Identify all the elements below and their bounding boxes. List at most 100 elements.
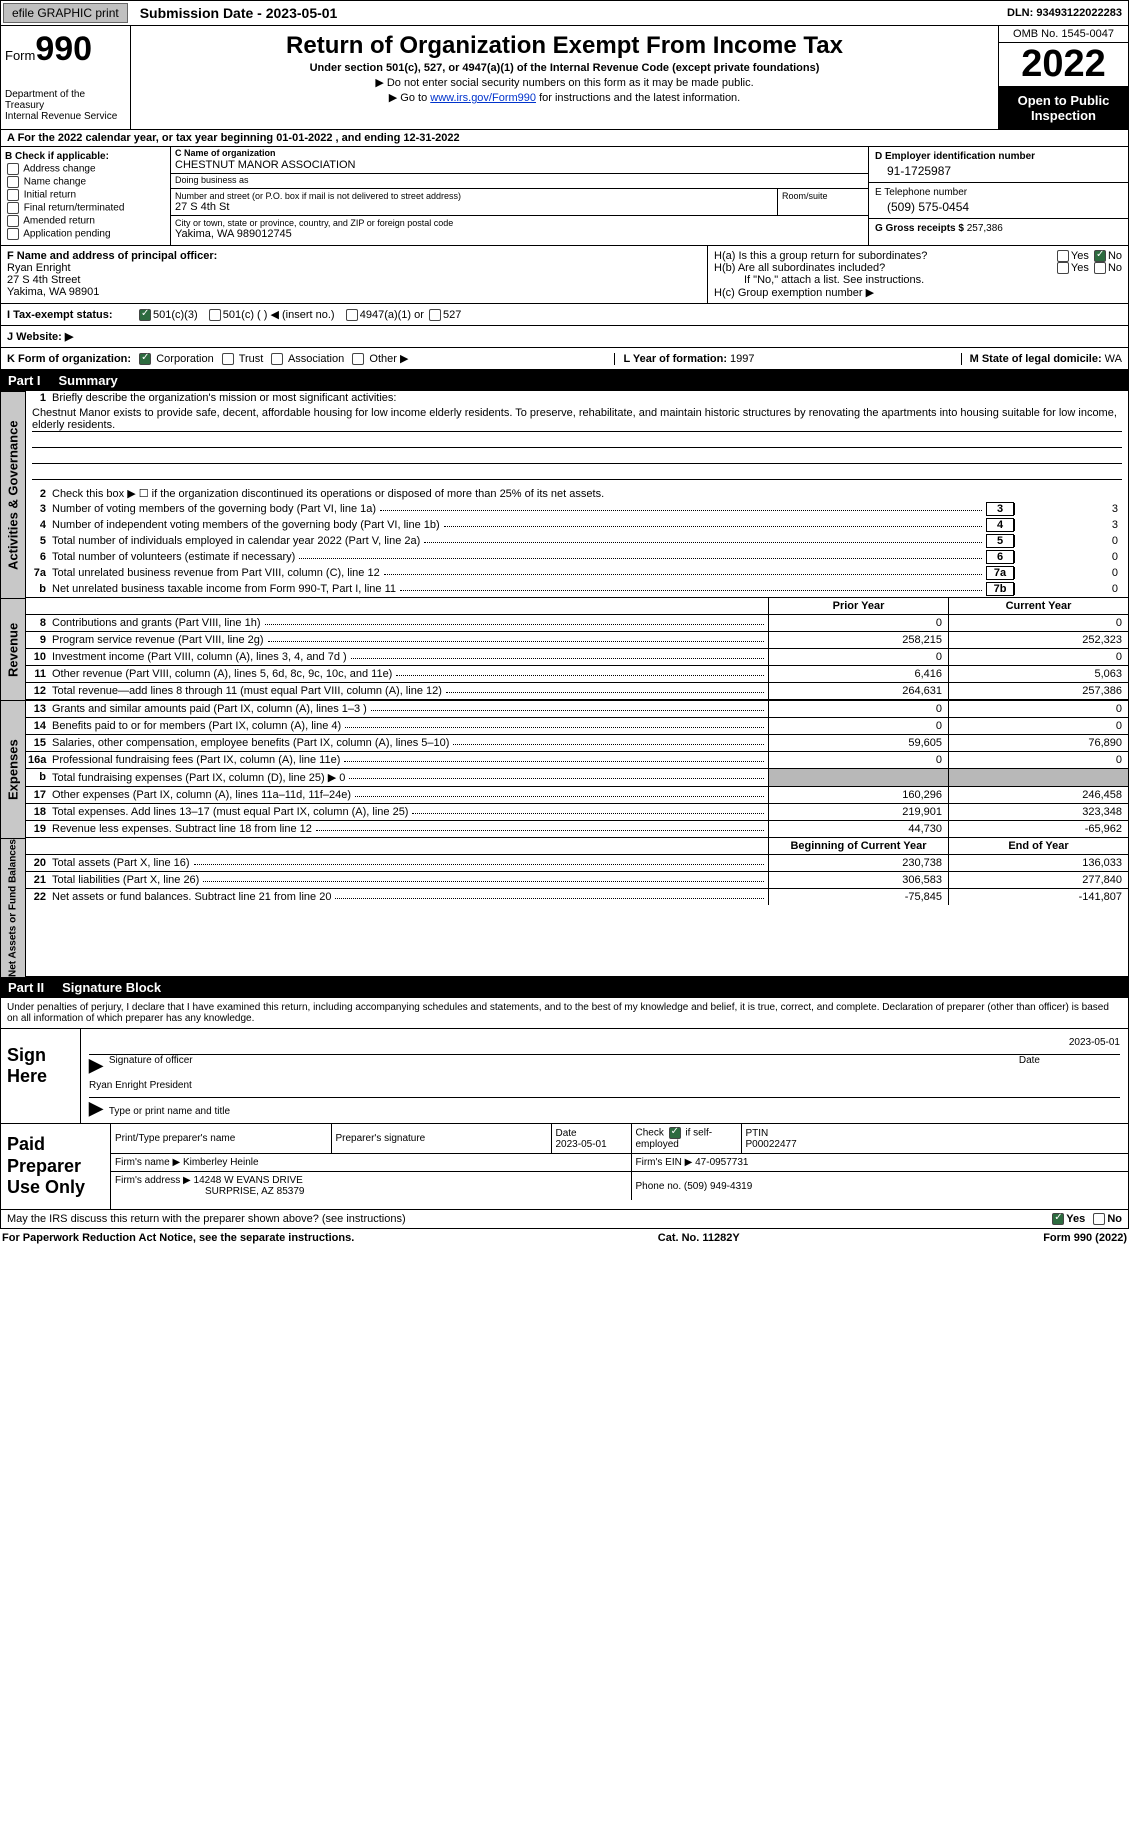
officer-name-title: Ryan Enright President — [89, 1080, 192, 1097]
band-revenue: Revenue — [0, 598, 26, 700]
sig-date: 2023-05-01 — [1069, 1037, 1120, 1054]
summary-line-3: 3Number of voting members of the governi… — [26, 501, 1128, 517]
col-end-year: End of Year — [948, 838, 1128, 854]
col-b-checks: B Check if applicable: Address change Na… — [1, 147, 171, 245]
section-net-assets: Net Assets or Fund Balances Beginning of… — [0, 838, 1129, 977]
city-state-zip: Yakima, WA 989012745 — [175, 228, 864, 240]
form-id-block: Form990 Department of the Treasury Inter… — [1, 26, 131, 129]
section-revenue: Revenue Prior Year Current Year 8Contrib… — [0, 598, 1129, 700]
page-footer: For Paperwork Reduction Act Notice, see … — [0, 1229, 1129, 1247]
line-12: 12Total revenue—add lines 8 through 11 (… — [26, 682, 1128, 699]
col-current-year: Current Year — [948, 598, 1128, 614]
ha-no[interactable] — [1094, 250, 1106, 262]
ein-value: 91-1725987 — [875, 162, 1122, 178]
dln: DLN: 93493122022283 — [1007, 7, 1128, 19]
hb-yes[interactable] — [1057, 262, 1069, 274]
check-name-change[interactable] — [7, 176, 19, 188]
form-subtitle-2a: ▶ Do not enter social security numbers o… — [139, 76, 990, 89]
omb-number: OMB No. 1545-0047 — [999, 26, 1128, 43]
org-name: CHESTNUT MANOR ASSOCIATION — [171, 159, 868, 173]
line-19: 19Revenue less expenses. Subtract line 1… — [26, 820, 1128, 837]
check-initial-return[interactable] — [7, 189, 19, 201]
tax-exempt-status-row: I Tax-exempt status: 501(c)(3) 501(c) ( … — [0, 304, 1129, 326]
form-of-org-row: K Form of organization: Corporation Trus… — [0, 348, 1129, 370]
arrow-icon: ▶ — [89, 1055, 103, 1076]
tax-year: 2022 — [999, 43, 1128, 87]
dept-treasury: Department of the Treasury — [5, 89, 126, 111]
check-527[interactable] — [429, 309, 441, 321]
check-501c3[interactable] — [139, 309, 151, 321]
check-address-change[interactable] — [7, 163, 19, 175]
check-4947[interactable] — [346, 309, 358, 321]
officer-group-grid: F Name and address of principal officer:… — [0, 246, 1129, 304]
form-year-block: OMB No. 1545-0047 2022 Open to Public In… — [998, 26, 1128, 129]
discuss-no[interactable] — [1093, 1213, 1105, 1225]
line-15: 15Salaries, other compensation, employee… — [26, 734, 1128, 751]
row-a-taxyear: A For the 2022 calendar year, or tax yea… — [0, 130, 1129, 147]
section-expenses: Expenses 13Grants and similar amounts pa… — [0, 700, 1129, 838]
paid-preparer-block: Paid Preparer Use Only Print/Type prepar… — [0, 1124, 1129, 1210]
line-16a: 16aProfessional fundraising fees (Part I… — [26, 751, 1128, 768]
check-app-pending[interactable] — [7, 228, 19, 240]
form-title: Return of Organization Exempt From Incom… — [139, 32, 990, 60]
paid-preparer-label: Paid Preparer Use Only — [1, 1124, 111, 1209]
discuss-row: May the IRS discuss this return with the… — [0, 1210, 1129, 1229]
col-begin-year: Beginning of Current Year — [768, 838, 948, 854]
discuss-yes[interactable] — [1052, 1213, 1064, 1225]
firm-phone: (509) 949-4319 — [684, 1181, 752, 1192]
line-17: 17Other expenses (Part IX, column (A), l… — [26, 786, 1128, 803]
form-header: Form990 Department of the Treasury Inter… — [0, 26, 1129, 130]
line-18: 18Total expenses. Add lines 13–17 (must … — [26, 803, 1128, 820]
room-suite-lbl: Room/suite — [778, 189, 868, 215]
form-word: Form — [5, 48, 35, 63]
col-c-org: C Name of organization CHESTNUT MANOR AS… — [171, 147, 868, 245]
check-final-return[interactable] — [7, 202, 19, 214]
part-2-header: Part II Signature Block — [0, 977, 1129, 998]
summary-line-6: 6Total number of volunteers (estimate if… — [26, 549, 1128, 565]
irs-label: Internal Revenue Service — [5, 111, 126, 122]
firm-ein: 47-0957731 — [695, 1157, 748, 1168]
summary-line-7a: 7aTotal unrelated business revenue from … — [26, 565, 1128, 581]
band-activities: Activities & Governance — [0, 391, 26, 598]
line-13: 13Grants and similar amounts paid (Part … — [26, 700, 1128, 717]
principal-officer: F Name and address of principal officer:… — [1, 246, 708, 303]
sign-here-label: Sign Here — [1, 1029, 81, 1123]
section-activities-governance: Activities & Governance 1Briefly describ… — [0, 391, 1129, 598]
col-prior-year: Prior Year — [768, 598, 948, 614]
ha-yes[interactable] — [1057, 250, 1069, 262]
line-b: bTotal fundraising expenses (Part IX, co… — [26, 768, 1128, 786]
line-22: 22Net assets or fund balances. Subtract … — [26, 888, 1128, 905]
check-corp[interactable] — [139, 353, 151, 365]
line-14: 14Benefits paid to or for members (Part … — [26, 717, 1128, 734]
preparer-table: Print/Type preparer's name Preparer's si… — [111, 1124, 1128, 1200]
gross-receipts: 257,386 — [967, 223, 1003, 234]
topbar: efile GRAPHIC print Submission Date - 20… — [0, 0, 1129, 26]
group-return-block: H(a) Is this a group return for subordin… — [708, 246, 1128, 303]
open-inspection: Open to Public Inspection — [999, 87, 1128, 129]
form-subtitle-2b: ▶ Go to www.irs.gov/Form990 for instruct… — [139, 91, 990, 104]
check-self-employed[interactable] — [669, 1127, 681, 1139]
street-address: 27 S 4th St — [175, 201, 773, 213]
officer-name: Ryan Enright — [7, 262, 71, 274]
check-other[interactable] — [352, 353, 364, 365]
efile-button[interactable]: efile GRAPHIC print — [3, 3, 128, 23]
hb-no[interactable] — [1094, 262, 1106, 274]
check-amended[interactable] — [7, 215, 19, 227]
line-8: 8Contributions and grants (Part VIII, li… — [26, 614, 1128, 631]
check-501c[interactable] — [209, 309, 221, 321]
check-assoc[interactable] — [271, 353, 283, 365]
signature-intro: Under penalties of perjury, I declare th… — [0, 998, 1129, 1029]
check-trust[interactable] — [222, 353, 234, 365]
arrow-icon: ▶ — [89, 1098, 103, 1118]
mission-text: Chestnut Manor exists to provide safe, d… — [32, 407, 1122, 432]
line-20: 20Total assets (Part X, line 16)230,7381… — [26, 854, 1128, 871]
line-21: 21Total liabilities (Part X, line 26)306… — [26, 871, 1128, 888]
telephone: (509) 575-0454 — [875, 198, 1122, 214]
part-1-header: Part I Summary — [0, 370, 1129, 391]
irs-link[interactable]: www.irs.gov/Form990 — [430, 92, 536, 104]
col-b-header: B Check if applicable: — [5, 151, 166, 162]
summary-line-7b: bNet unrelated business taxable income f… — [26, 581, 1128, 597]
line-11: 11Other revenue (Part VIII, column (A), … — [26, 665, 1128, 682]
year-formation: 1997 — [730, 353, 754, 365]
band-net-assets: Net Assets or Fund Balances — [0, 838, 26, 977]
